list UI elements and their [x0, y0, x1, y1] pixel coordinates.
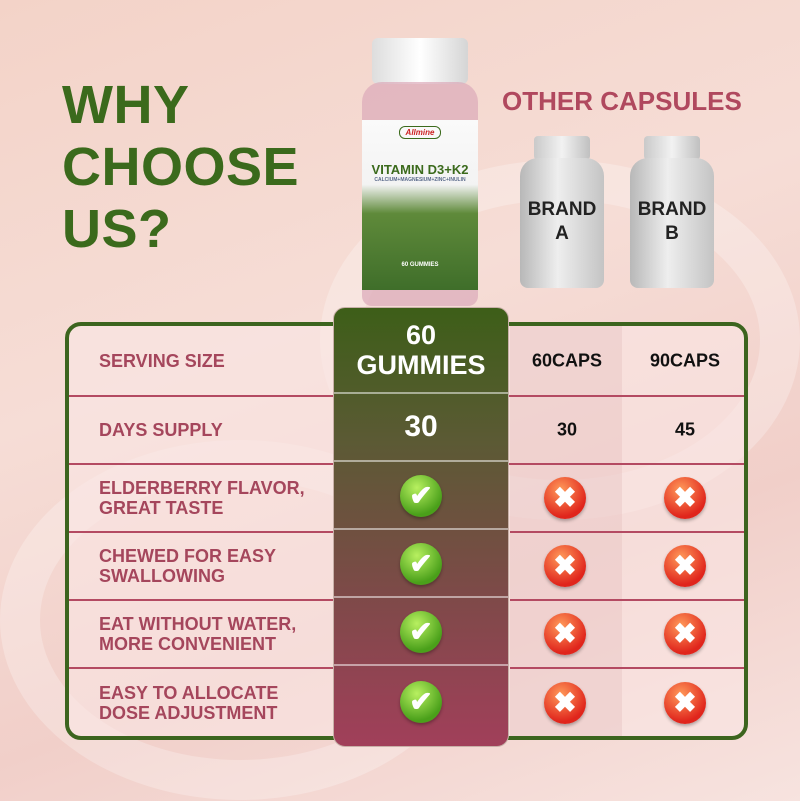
- brand-a-value: 30: [556, 419, 578, 440]
- table-row: ELDERBERRY FLAVOR, GREAT TASTE: [69, 465, 346, 533]
- cross-icon: ✖: [664, 613, 706, 655]
- bottle-label-line: A: [555, 223, 569, 244]
- our-value: ✔: [334, 530, 508, 598]
- table-row: ✖ ✖: [510, 669, 744, 736]
- brand-a-value: 60CAPS: [531, 350, 603, 370]
- cross-icon: ✖: [664, 545, 706, 587]
- row-label: EASY TO ALLOCATE DOSE ADJUSTMENT: [99, 682, 279, 723]
- brand-a-bottle: BRAND A: [520, 136, 604, 288]
- bottle-label: BRAND B: [630, 198, 714, 246]
- row-label: SERVING SIZE: [99, 350, 225, 371]
- bottle-label: BRAND A: [520, 198, 604, 246]
- product-count: 60 GUMMIES: [401, 262, 439, 268]
- product-label: Allmine VITAMIN D3+K2 CALCIUM+MAGNESIUM+…: [362, 120, 478, 290]
- bottle-cap: [534, 136, 590, 160]
- row-label: EAT WITHOUT WATER, MORE CONVENIENT: [99, 614, 297, 654]
- brand-b-bottle: BRAND B: [630, 136, 714, 288]
- table-row: EASY TO ALLOCATE DOSE ADJUSTMENT: [69, 669, 346, 736]
- cross-icon: ✖: [544, 681, 586, 724]
- check-icon: ✔: [400, 543, 442, 585]
- headline-line: CHOOSE: [62, 137, 300, 197]
- brand-b-value: 90CAPS: [649, 350, 721, 370]
- cross-icon: ✖: [544, 477, 586, 519]
- bottle-body: [630, 158, 714, 288]
- row-label: DAYS SUPPLY: [99, 420, 223, 440]
- serving-unit: GUMMIES: [356, 350, 486, 380]
- table-row: CHEWED FOR EASY SWALLOWING: [69, 533, 346, 601]
- bottle-label-line: BRAND: [637, 199, 707, 220]
- table-row: ✖ ✖: [510, 601, 744, 669]
- row-label: ELDERBERRY FLAVOR, GREAT TASTE: [99, 478, 305, 518]
- other-capsules-title: OTHER CAPSULES: [502, 86, 742, 116]
- cross-icon: ✖: [544, 613, 586, 655]
- our-serving-size: 60 GUMMIES: [334, 308, 508, 394]
- our-value: ✔: [334, 666, 508, 746]
- headline-line: WHY: [62, 75, 190, 135]
- serving-count: 60: [405, 320, 437, 350]
- our-product-column: 60 GUMMIES 30 ✔ ✔ ✔ ✔: [333, 307, 509, 747]
- check-icon: ✔: [400, 681, 442, 723]
- check-icon: ✔: [400, 475, 442, 517]
- product-name: VITAMIN D3+K2: [371, 162, 469, 177]
- brand-logo: Allmine: [398, 126, 442, 139]
- cross-icon: ✖: [664, 681, 706, 724]
- bottle-body: [520, 158, 604, 288]
- cross-icon: ✖: [544, 545, 586, 587]
- headline: WHY CHOOSE US?: [62, 74, 299, 260]
- product-subtitle: CALCIUM+MAGNESIUM+ZINC+INULIN: [374, 177, 466, 183]
- bottle-cap: [644, 136, 700, 160]
- bottle-label-line: B: [665, 223, 679, 244]
- table-row: ✖ ✖: [510, 465, 744, 533]
- row-label: CHEWED FOR EASY SWALLOWING: [99, 546, 276, 586]
- table-row: ✖ ✖: [510, 533, 744, 601]
- cross-icon: ✖: [664, 477, 706, 519]
- bottle-label-line: BRAND: [527, 199, 597, 220]
- check-icon: ✔: [400, 611, 442, 653]
- product-bottle: Allmine VITAMIN D3+K2 CALCIUM+MAGNESIUM+…: [350, 38, 480, 308]
- our-days-supply: 30: [334, 394, 508, 462]
- brand-b-value: 45: [674, 419, 696, 440]
- table-row: EAT WITHOUT WATER, MORE CONVENIENT: [69, 601, 346, 669]
- our-value: ✔: [334, 462, 508, 530]
- our-value: ✔: [334, 598, 508, 666]
- headline-line: US?: [62, 199, 172, 259]
- bottle-cap: [372, 38, 468, 84]
